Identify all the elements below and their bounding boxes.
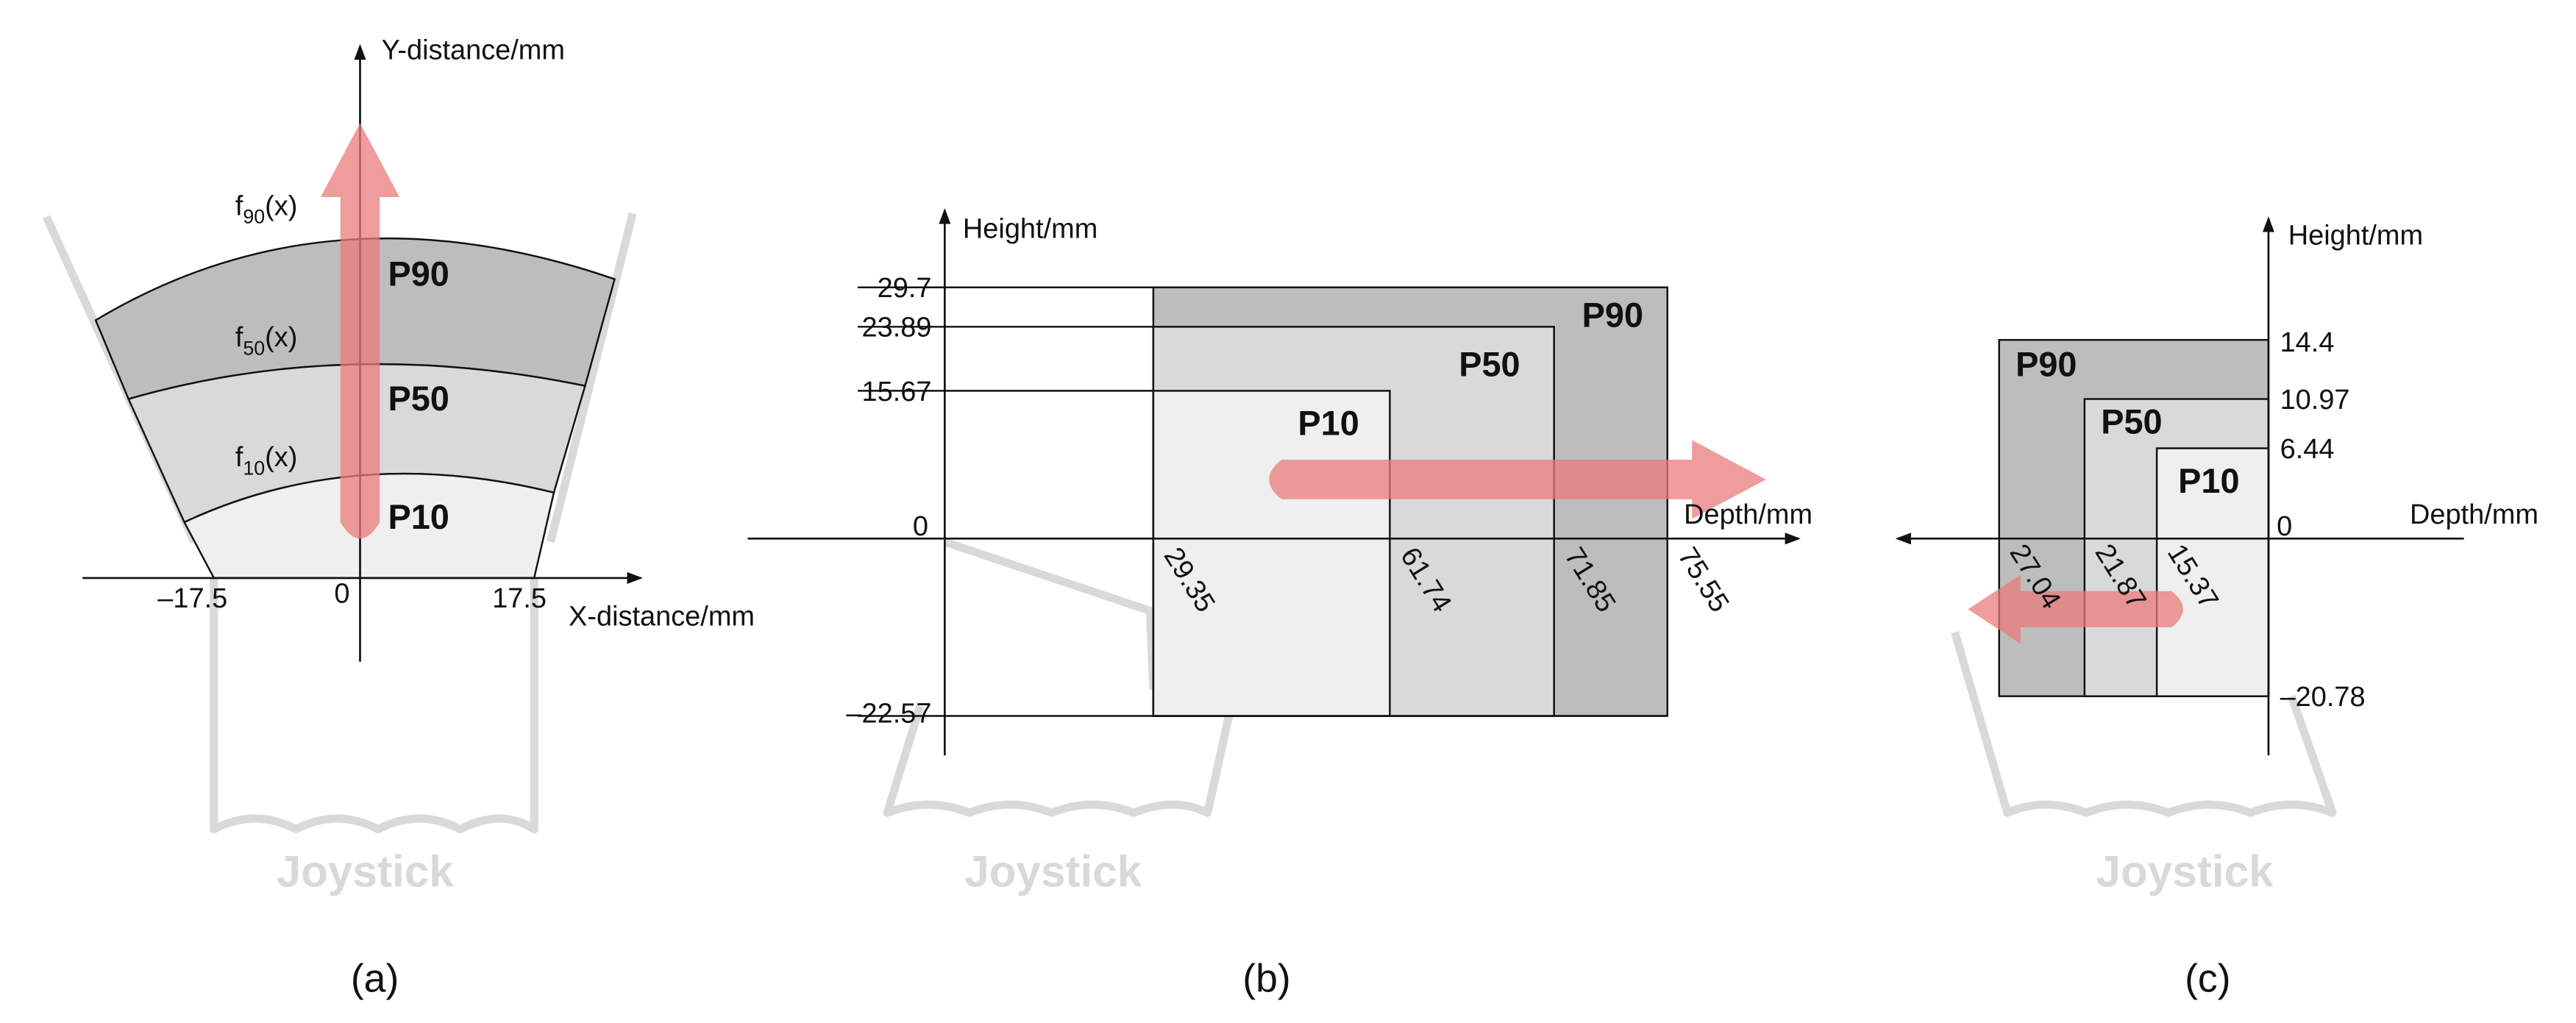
curve-label: f10(x) bbox=[235, 442, 298, 479]
panel-c: Height/mm Depth/mm 14.4 10.97 6.44 0 –20… bbox=[1895, 216, 2538, 1001]
region-label: P90 bbox=[2015, 345, 2077, 383]
joystick-outline bbox=[1951, 631, 2337, 817]
y-label: 14.4 bbox=[2280, 327, 2335, 358]
region-label: P90 bbox=[1582, 296, 1643, 334]
direction-arrow bbox=[320, 123, 400, 539]
panel-b: Height/mm Depth/mm 29.7 23.89 15.67 0 –2… bbox=[747, 208, 1812, 1001]
x-axis-label: X-distance/mm bbox=[569, 602, 755, 632]
x-axis-label: Depth/mm bbox=[1684, 499, 1812, 530]
caption: (c) bbox=[2185, 957, 2230, 1001]
curve-label: f50(x) bbox=[235, 322, 298, 359]
x-label: 0 bbox=[334, 578, 349, 609]
y-label: 0 bbox=[913, 511, 928, 542]
joystick-outline bbox=[883, 538, 1234, 817]
y-label: –22.57 bbox=[846, 698, 931, 729]
watermark: Joystick bbox=[277, 846, 455, 897]
caption: (a) bbox=[351, 957, 399, 1001]
y-label: 0 bbox=[2277, 511, 2292, 542]
region-label: P90 bbox=[388, 254, 449, 293]
region-label: P50 bbox=[2101, 402, 2162, 441]
region-label: P10 bbox=[2178, 462, 2239, 500]
y-label: 23.89 bbox=[862, 313, 932, 343]
watermark: Joystick bbox=[2096, 846, 2274, 897]
x-label: –17.5 bbox=[157, 583, 227, 614]
region-label: P50 bbox=[1459, 345, 1520, 383]
y-label: 6.44 bbox=[2280, 434, 2335, 465]
region-label: P10 bbox=[1298, 404, 1359, 443]
x-label: 75.55 bbox=[1672, 542, 1735, 618]
y-label: –20.78 bbox=[2280, 682, 2366, 713]
x-axis-label: Depth/mm bbox=[2410, 499, 2538, 530]
region-label: P50 bbox=[388, 379, 449, 418]
guide-lines bbox=[858, 286, 1668, 717]
direction-arrow bbox=[1968, 574, 2183, 644]
watermark: Joystick bbox=[964, 846, 1142, 897]
y-label: 15.67 bbox=[862, 377, 932, 407]
region-p10 bbox=[2155, 447, 2270, 697]
caption: (b) bbox=[1242, 957, 1290, 1001]
y-label: 10.97 bbox=[2280, 385, 2350, 416]
y-label: 29.7 bbox=[878, 273, 932, 304]
x-label: 17.5 bbox=[492, 583, 547, 614]
curve-label: f90(x) bbox=[235, 190, 298, 227]
y-axis-label: Height/mm bbox=[2288, 221, 2423, 252]
direction-arrow bbox=[1269, 440, 1766, 519]
region-p10 bbox=[1152, 390, 1391, 717]
y-axis-label: Y-distance/mm bbox=[382, 35, 566, 65]
y-axis-label: Height/mm bbox=[963, 214, 1097, 245]
panel-a: Y-distance/mm X-distance/mm –17.5 0 17.5… bbox=[42, 35, 755, 1001]
region-label: P10 bbox=[388, 498, 449, 536]
